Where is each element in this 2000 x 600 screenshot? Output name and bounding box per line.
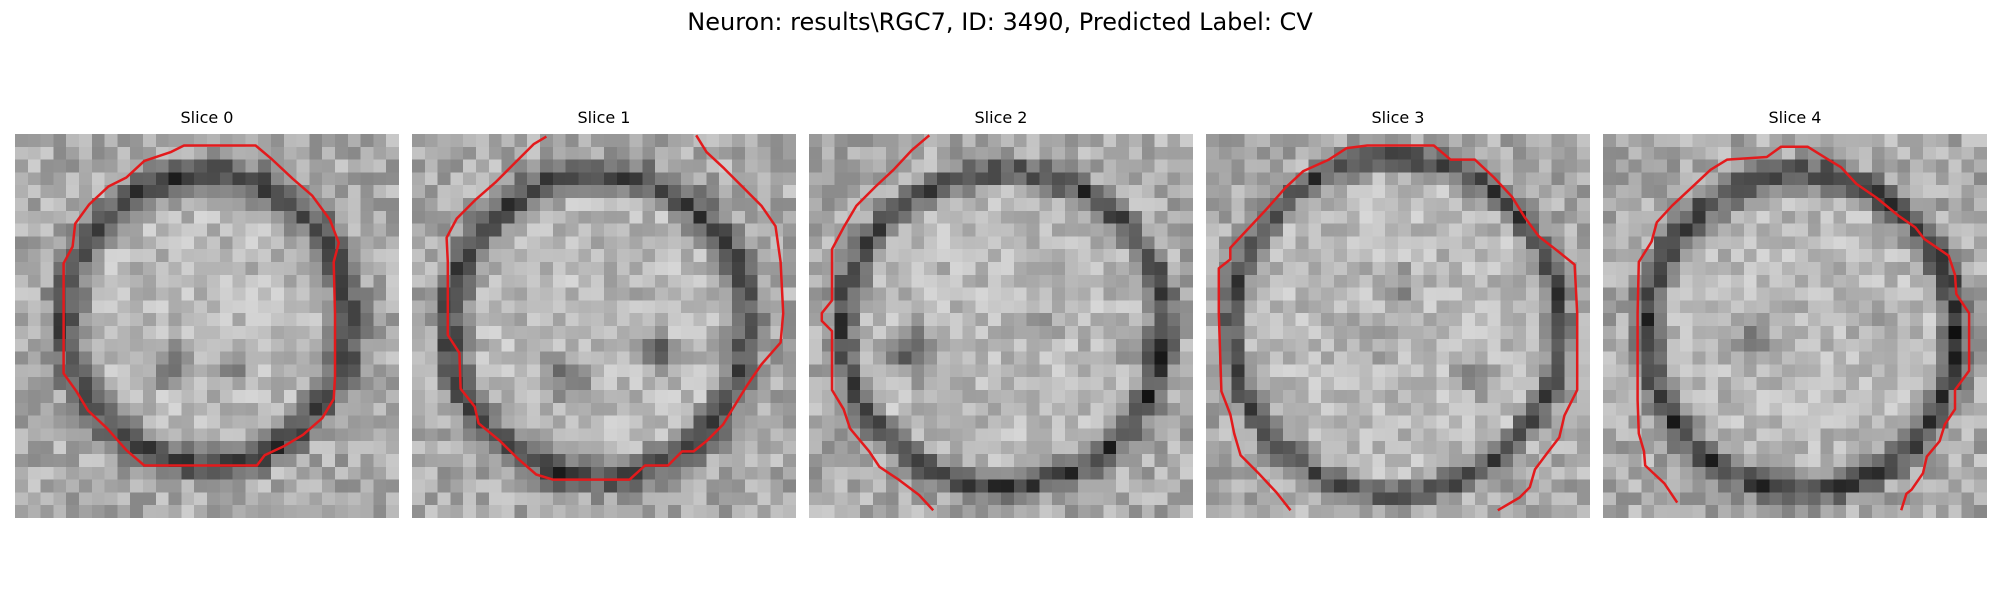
microscopy-slice-image <box>1603 134 1987 518</box>
microscopy-slice-image <box>809 134 1193 518</box>
cell-contour-outline <box>1636 145 1971 511</box>
slice-panel-1: Slice 1 <box>412 106 796 518</box>
microscopy-slice-image <box>412 134 796 518</box>
slice-title: Slice 0 <box>180 108 234 127</box>
figure-title: Neuron: results\RGC7, ID: 3490, Predicte… <box>687 8 1313 36</box>
slice-panel-0: Slice 0 <box>15 106 399 518</box>
microscopy-slice-image <box>15 134 399 518</box>
cell-contour-outline <box>62 144 341 467</box>
slice-panel-2: Slice 2 <box>809 106 1193 518</box>
cell-contour-outline <box>820 134 935 512</box>
slice-title: Slice 2 <box>974 108 1028 127</box>
slice-panel-4: Slice 4 <box>1603 106 1987 518</box>
slice-panel-3: Slice 3 <box>1206 106 1590 518</box>
pixel-field <box>1603 134 1987 518</box>
cell-contour-outline <box>1217 144 1579 512</box>
pixel-field <box>15 134 399 518</box>
slice-title: Slice 1 <box>577 108 631 127</box>
microscopy-slice-image <box>1206 134 1590 518</box>
pixel-field <box>412 134 796 518</box>
slice-title: Slice 4 <box>1768 108 1822 127</box>
pixel-field <box>809 134 1193 518</box>
slice-title: Slice 3 <box>1371 108 1425 127</box>
cell-contour-outline <box>445 134 785 481</box>
pixel-field <box>1206 134 1590 518</box>
